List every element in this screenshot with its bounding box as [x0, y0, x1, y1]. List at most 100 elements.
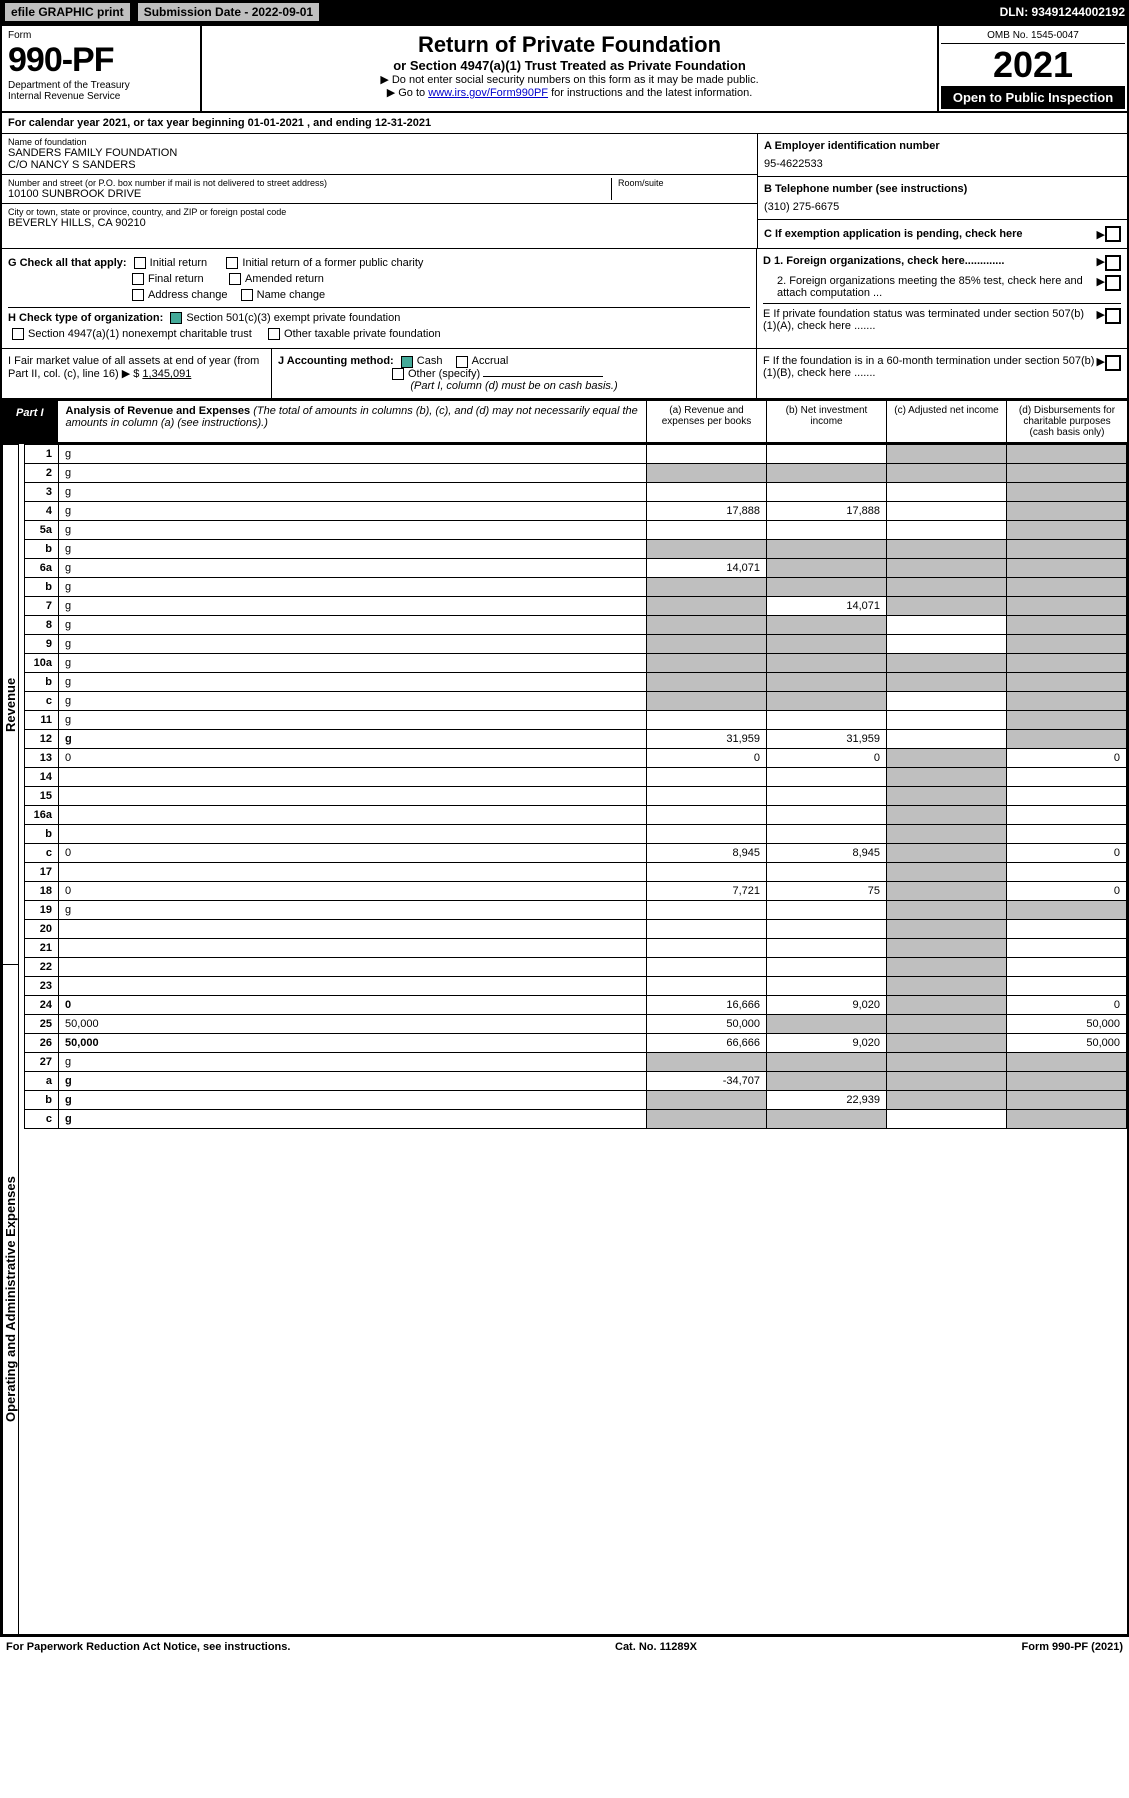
efile-button[interactable]: efile GRAPHIC print [4, 2, 131, 22]
h-501c3-checkbox[interactable] [170, 312, 182, 324]
row-desc: 0 [59, 843, 647, 862]
row-amt-a [647, 900, 767, 919]
row-num: 9 [25, 634, 59, 653]
g-amended-checkbox[interactable] [229, 273, 241, 285]
row-desc: 50,000 [59, 1033, 647, 1052]
row-amt-c [887, 862, 1007, 881]
table-row: 130000 [25, 748, 1127, 767]
row-amt-d [1007, 596, 1127, 615]
row-amt-a [647, 653, 767, 672]
row-desc: g [59, 653, 647, 672]
d2-checkbox[interactable] [1105, 275, 1121, 291]
row-amt-a [647, 805, 767, 824]
form-title: Return of Private Foundation [208, 32, 931, 58]
j-other-checkbox[interactable] [392, 368, 404, 380]
h-4947-checkbox[interactable] [12, 328, 24, 340]
row-amt-a [647, 691, 767, 710]
row-amt-a [647, 672, 767, 691]
row-amt-d [1007, 710, 1127, 729]
row-amt-d [1007, 653, 1127, 672]
row-num: 22 [25, 957, 59, 976]
grid-wrap: Revenue Operating and Administrative Exp… [2, 444, 1127, 1634]
row-amt-a [647, 634, 767, 653]
row-amt-a [647, 1109, 767, 1128]
row-desc [59, 805, 647, 824]
table-row: 15 [25, 786, 1127, 805]
row-amt-d [1007, 824, 1127, 843]
row-amt-c [887, 881, 1007, 900]
row-amt-b [767, 653, 887, 672]
row-desc: g [59, 691, 647, 710]
row-amt-d [1007, 938, 1127, 957]
f-checkbox[interactable] [1105, 355, 1121, 371]
row-amt-a [647, 976, 767, 995]
table-row: 3g [25, 482, 1127, 501]
row-num: 3 [25, 482, 59, 501]
g-final-checkbox[interactable] [132, 273, 144, 285]
row-desc: g [59, 577, 647, 596]
table-row: 5ag [25, 520, 1127, 539]
row-num: b [25, 539, 59, 558]
row-num: b [25, 1090, 59, 1109]
g-name-checkbox[interactable] [241, 289, 253, 301]
j-accrual-checkbox[interactable] [456, 356, 468, 368]
row-amt-c [887, 938, 1007, 957]
row-amt-c [887, 900, 1007, 919]
row-amt-d [1007, 1071, 1127, 1090]
row-num: b [25, 577, 59, 596]
table-row: 4g17,88817,888 [25, 501, 1127, 520]
row-num: 11 [25, 710, 59, 729]
row-amt-d [1007, 577, 1127, 596]
row-amt-a [647, 615, 767, 634]
row-amt-c [887, 1071, 1007, 1090]
row-amt-a: 50,000 [647, 1014, 767, 1033]
footer-left: For Paperwork Reduction Act Notice, see … [6, 1641, 290, 1653]
c-checkbox[interactable] [1105, 226, 1121, 242]
row-desc: g [59, 672, 647, 691]
table-row: 11g [25, 710, 1127, 729]
row-num: 23 [25, 976, 59, 995]
row-amt-b [767, 919, 887, 938]
identity-right: A Employer identification number 95-4622… [757, 134, 1127, 248]
row-desc: 0 [59, 748, 647, 767]
row-amt-c [887, 805, 1007, 824]
row-amt-c [887, 634, 1007, 653]
g-address-checkbox[interactable] [132, 289, 144, 301]
row-desc [59, 938, 647, 957]
row-amt-d [1007, 862, 1127, 881]
g-initial-public-checkbox[interactable] [226, 257, 238, 269]
e-checkbox[interactable] [1105, 308, 1121, 324]
row-num: 16a [25, 805, 59, 824]
submission-date: Submission Date - 2022-09-01 [137, 2, 320, 22]
d1-checkbox[interactable] [1105, 255, 1121, 271]
fmv-value: 1,345,091 [142, 368, 191, 380]
row-desc: g [59, 1052, 647, 1071]
row-amt-d [1007, 672, 1127, 691]
row-amt-b: 9,020 [767, 995, 887, 1014]
row-num: 26 [25, 1033, 59, 1052]
row-amt-a: 16,666 [647, 995, 767, 1014]
form990pf-link[interactable]: www.irs.gov/Form990PF [428, 87, 548, 99]
row-amt-c [887, 1052, 1007, 1071]
table-row: 10ag [25, 653, 1127, 672]
table-row: 7g14,071 [25, 596, 1127, 615]
tax-year: 2021 [941, 44, 1125, 86]
table-row: 22 [25, 957, 1127, 976]
f-block: F If the foundation is in a 60-month ter… [757, 349, 1127, 397]
row-amt-c [887, 615, 1007, 634]
row-amt-b [767, 1071, 887, 1090]
form-note1: ▶ Do not enter social security numbers o… [208, 73, 931, 86]
row-amt-c [887, 1033, 1007, 1052]
h-other-checkbox[interactable] [268, 328, 280, 340]
row-amt-a [647, 520, 767, 539]
row-amt-d [1007, 615, 1127, 634]
addr-cell: Number and street (or P.O. box number if… [2, 175, 757, 204]
table-row: 1807,721750 [25, 881, 1127, 900]
row-amt-b [767, 824, 887, 843]
row-num: 18 [25, 881, 59, 900]
g-initial-checkbox[interactable] [134, 257, 146, 269]
j-cash-checkbox[interactable] [401, 356, 413, 368]
row-amt-d [1007, 1090, 1127, 1109]
row-amt-b: 22,939 [767, 1090, 887, 1109]
row-amt-c [887, 957, 1007, 976]
